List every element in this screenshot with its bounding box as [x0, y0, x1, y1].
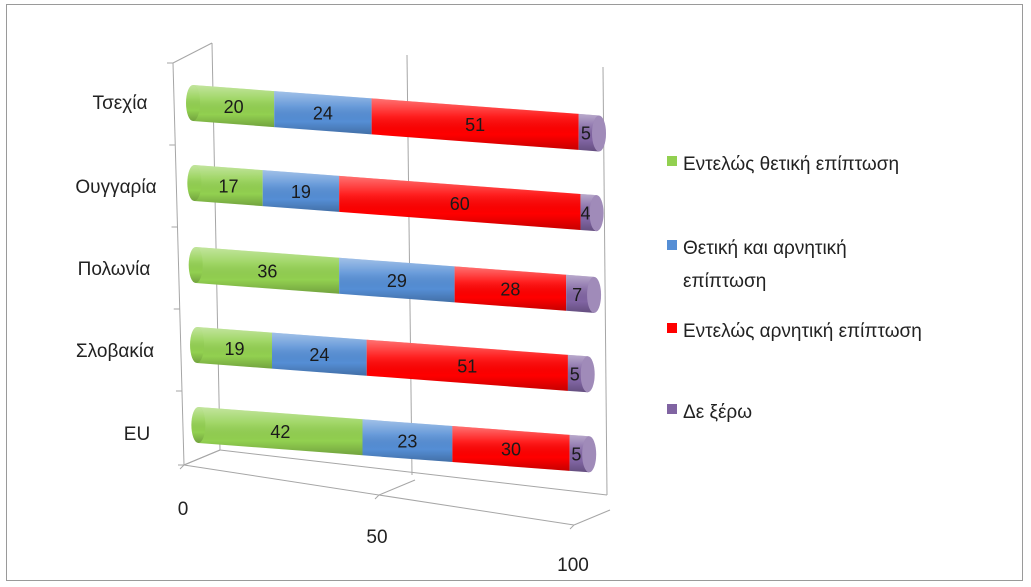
legend-layer: Εντελώς θετική επίπτωση Θετική και αρνητι…: [667, 154, 922, 423]
labels-layer: 0 50 100 Τσεχία Ουγγαρία Πολωνία Σλοβακία EU 20 2…: [75, 93, 590, 576]
back-wall-top-left: [172, 42, 213, 64]
category-label-1: Ουγγαρία: [75, 177, 156, 198]
data-label-4-0: 42: [270, 422, 290, 442]
data-label-4-3: 5: [571, 445, 581, 465]
x-tick-mark-1: [374, 494, 380, 500]
data-label-1-1: 19: [291, 182, 311, 202]
bar-shading-2-0: [195, 247, 340, 294]
bar-shading-3-0: [197, 327, 273, 369]
bar-end-cap-highlight-2: [587, 276, 602, 313]
data-label-0-2: 51: [465, 115, 485, 135]
bar-shading-1-0: [194, 165, 263, 207]
category-label-3: Σλοβακία: [76, 341, 154, 362]
bar-end-cap-2: [587, 276, 602, 313]
data-label-1-0: 17: [219, 177, 239, 197]
x-tick-floor-line-2: [573, 509, 611, 526]
legend-label-0: Εντελώς θετική επίπτωση: [683, 154, 899, 175]
bar-shading-2-3: [566, 274, 595, 313]
x-tick-floor-line-1: [378, 479, 416, 496]
bar-end-cap-0: [592, 115, 606, 152]
data-label-3-3: 5: [570, 365, 580, 385]
bar-end-cap-highlight-3: [580, 356, 595, 393]
legend-swatch-2: [667, 323, 677, 333]
bar-shading-0-2: [371, 98, 579, 150]
bar-end-cap-1: [589, 195, 604, 232]
bars-layer: [186, 85, 606, 473]
category-label-2: Πολωνία: [78, 259, 151, 280]
bar-shading-4-1: [362, 419, 453, 463]
data-label-4-2: 30: [501, 439, 521, 459]
bar-shading-3-1: [272, 332, 367, 376]
chart-svg: 0 50 100 Τσεχία Ουγγαρία Πολωνία Σλοβακία EU 20 2…: [75, 42, 922, 576]
bar-end-cap-4: [582, 436, 597, 473]
x-tick-label-0: 0: [178, 499, 189, 520]
bar-end-cap-highlight-1: [589, 195, 604, 232]
data-label-3-1: 24: [309, 345, 329, 365]
legend-label-1-line-1: Θετική και αρνητική: [683, 238, 847, 259]
x-tick-label-100: 100: [557, 555, 589, 576]
data-label-3-0: 19: [225, 339, 245, 359]
data-label-0-1: 24: [313, 104, 333, 124]
data-label-2-3: 7: [572, 285, 582, 305]
legend-label-1-line-2: επίπτωση: [683, 271, 766, 292]
bar-shading-4-0: [198, 407, 363, 456]
bar-shading-1-1: [262, 170, 340, 212]
bar-shading-2-1: [339, 257, 455, 303]
bar-start-cap-shade-1: [187, 165, 202, 201]
data-label-2-2: 28: [500, 280, 520, 300]
legend-label-3: Δε ξέρω: [683, 402, 752, 423]
bar-start-cap-shade-2: [188, 247, 203, 283]
x-tick-floor-line-0: [183, 449, 221, 466]
bar-end-cap-highlight-0: [592, 115, 606, 152]
back-wall-left-edge: [172, 62, 185, 466]
legend-label-2: Εντελώς αρνητική επίπτωση: [683, 321, 922, 342]
data-label-2-1: 29: [387, 271, 407, 291]
bar-start-cap-shade-0: [186, 85, 200, 121]
legend-swatch-0: [667, 156, 677, 166]
data-label-0-3: 5: [581, 124, 591, 144]
bar-shading-4-2: [452, 426, 570, 471]
bar-end-cap-3: [580, 356, 595, 393]
category-label-0: Τσεχία: [93, 93, 148, 114]
bar-end-cap-highlight-4: [582, 436, 597, 473]
floor-back-edge: [219, 449, 608, 496]
data-label-1-3: 4: [581, 204, 591, 224]
bar-shading-2-2: [454, 266, 567, 311]
bar-shading-0-1: [274, 91, 372, 135]
bar-shading-1-2: [339, 175, 581, 230]
data-label-1-2: 60: [450, 194, 470, 214]
bar-shading-0-0: [193, 85, 275, 128]
x-tick-mark-0: [179, 464, 185, 470]
data-label-0-0: 20: [224, 97, 244, 117]
x-tick-mark-2: [569, 524, 575, 530]
data-label-4-1: 23: [397, 432, 417, 452]
chart-frame: 0 50 100 Τσεχία Ουγγαρία Πολωνία Σλοβακία EU 20 2…: [6, 4, 1023, 581]
x-tick-label-50: 50: [366, 527, 387, 548]
category-label-4: EU: [124, 424, 150, 445]
bar-shading-3-2: [366, 339, 568, 391]
bar-start-cap-shade-4: [191, 407, 206, 443]
data-label-3-2: 51: [457, 356, 477, 376]
legend-swatch-1: [667, 240, 677, 250]
data-label-2-0: 36: [257, 261, 277, 281]
bar-start-cap-shade-3: [190, 327, 205, 363]
legend-swatch-3: [667, 404, 677, 414]
